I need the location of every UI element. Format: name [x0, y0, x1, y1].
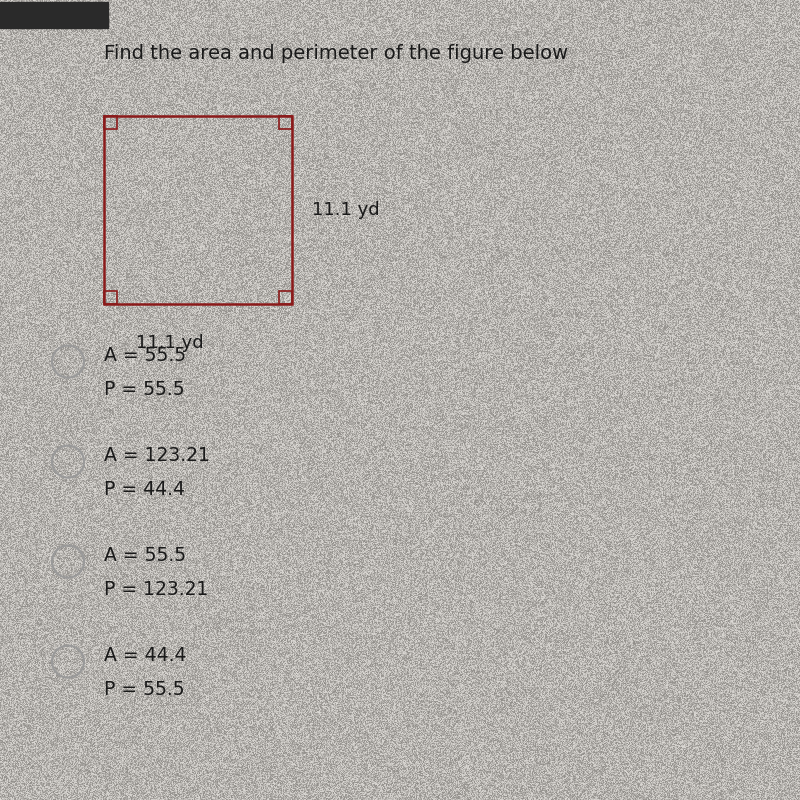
Text: Find the area and perimeter of the figure below: Find the area and perimeter of the figur…	[104, 44, 568, 63]
Text: 11.1 yd: 11.1 yd	[312, 201, 380, 219]
Bar	[104, 291, 117, 304]
Text: A = 123.21: A = 123.21	[104, 446, 210, 465]
Text: A = 55.5: A = 55.5	[104, 346, 186, 365]
Text: P = 44.4: P = 44.4	[104, 480, 185, 499]
Text: P = 55.5: P = 55.5	[104, 680, 185, 699]
Text: A = 44.4: A = 44.4	[104, 646, 186, 665]
Bar	[0, 2, 108, 28]
Bar	[279, 291, 292, 304]
Bar	[104, 116, 292, 304]
Text: P = 123.21: P = 123.21	[104, 580, 208, 599]
Text: A = 55.5: A = 55.5	[104, 546, 186, 565]
Bar	[104, 116, 117, 129]
Bar	[279, 116, 292, 129]
Text: P = 55.5: P = 55.5	[104, 380, 185, 399]
Text: 11.1 yd: 11.1 yd	[136, 334, 204, 352]
